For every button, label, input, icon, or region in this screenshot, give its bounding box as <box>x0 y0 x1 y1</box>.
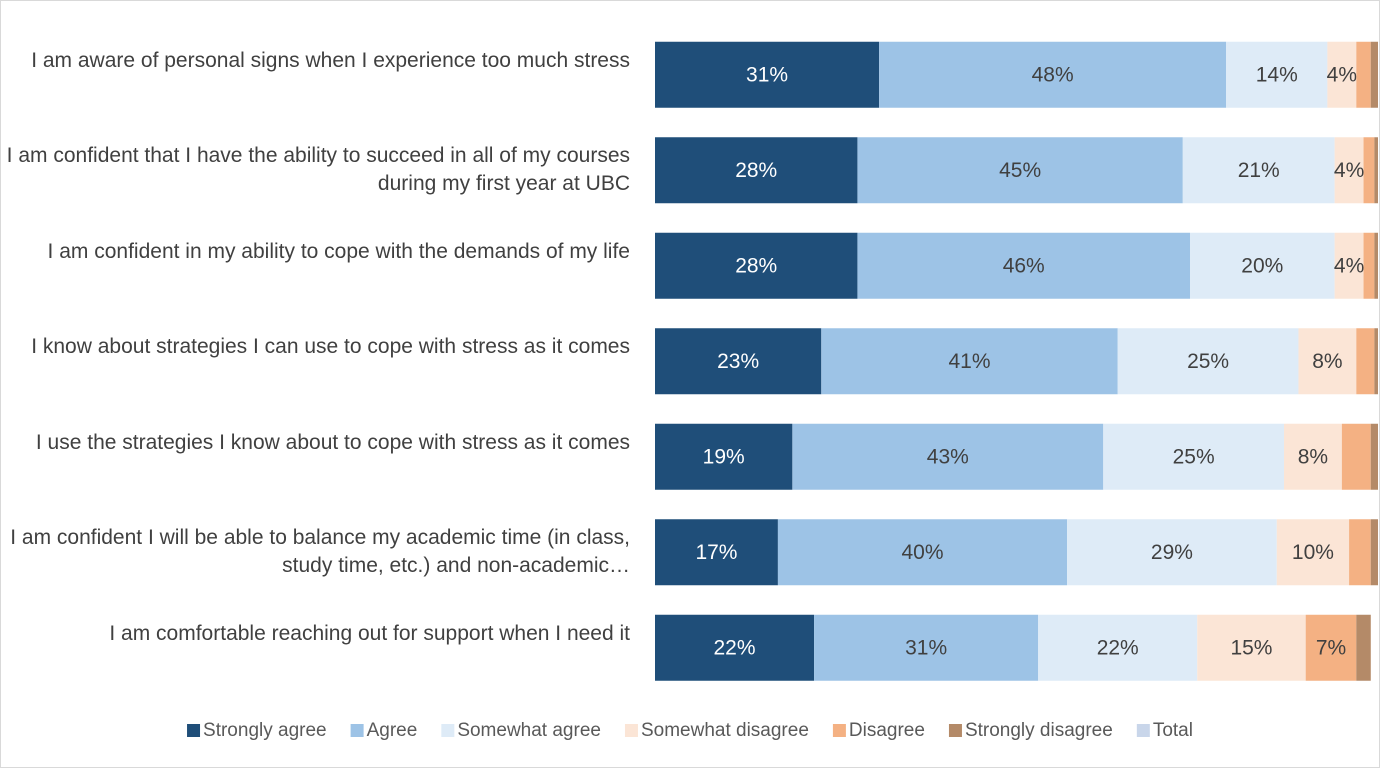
data-label: 4% <box>1327 63 1357 86</box>
data-label: 31% <box>746 63 788 86</box>
data-label: 22% <box>714 636 756 659</box>
data-label: 7% <box>1316 636 1346 659</box>
data-label: 31% <box>905 636 947 659</box>
bar-segment <box>1334 137 1364 204</box>
bar-segment <box>857 232 1191 299</box>
bar-segment <box>1190 232 1335 299</box>
bar-segment <box>1298 328 1357 395</box>
data-label: 15% <box>1230 636 1272 659</box>
bar-segment <box>777 519 1068 586</box>
data-label: 14% <box>1256 63 1298 86</box>
legend-swatch <box>624 724 638 737</box>
legend-swatch <box>350 724 364 737</box>
bar-segment <box>1276 519 1350 586</box>
bar-segment <box>1370 41 1378 108</box>
bar-segment <box>1356 328 1375 395</box>
data-label: 19% <box>703 445 745 468</box>
legend-swatch <box>1136 724 1150 737</box>
bar-segment <box>655 614 815 681</box>
bar-segment <box>1182 137 1335 204</box>
bar-segment <box>655 232 858 299</box>
bar-segment <box>1370 519 1378 586</box>
category-label: I am aware of personal signs when I expe… <box>31 48 630 72</box>
category-label: I am confident that I have the ability t… <box>6 144 630 196</box>
legend-label: Agree <box>367 720 418 741</box>
bar-segment <box>655 328 822 395</box>
data-label: 28% <box>735 159 777 182</box>
bar-segment <box>1374 232 1378 299</box>
bar-segment <box>821 328 1118 395</box>
category-label: I am confident in my ability to cope wit… <box>47 239 630 263</box>
bar-segment <box>814 614 1039 681</box>
data-label: 41% <box>948 350 990 373</box>
data-label: 25% <box>1173 445 1215 468</box>
bar-segment <box>1374 137 1378 204</box>
legend-label: Total <box>1153 720 1193 741</box>
bar-segment <box>1327 41 1357 108</box>
data-label: 25% <box>1187 350 1229 373</box>
bar-segment <box>1349 519 1371 586</box>
data-label: 21% <box>1238 159 1280 182</box>
legend-swatch <box>441 724 455 737</box>
data-label: 48% <box>1032 63 1074 86</box>
category-label: I know about strategies I can use to cop… <box>31 335 630 359</box>
data-label: 45% <box>999 159 1041 182</box>
data-label: 4% <box>1334 254 1364 277</box>
bar-segment <box>1067 519 1277 586</box>
bar-segment <box>857 137 1183 204</box>
bar-segment <box>655 519 778 586</box>
bar-segment <box>1284 423 1342 490</box>
bar-segment <box>1363 232 1375 299</box>
bar-segment <box>1341 423 1371 490</box>
bar-segment <box>1197 614 1306 681</box>
data-label: 28% <box>735 254 777 277</box>
bar-segment <box>1374 328 1378 395</box>
bar-segment <box>1356 614 1371 681</box>
bar-segment <box>879 41 1227 108</box>
data-label: 46% <box>1003 254 1045 277</box>
bar-segment <box>1117 328 1299 395</box>
data-label: 43% <box>927 445 969 468</box>
data-label: 8% <box>1298 445 1328 468</box>
category-label: I am confident I will be able to balance… <box>10 526 630 578</box>
data-label: 8% <box>1312 350 1342 373</box>
bar-segment <box>655 137 858 204</box>
data-label: 4% <box>1334 159 1364 182</box>
bar-segment <box>1226 41 1328 108</box>
legend-swatch <box>187 724 201 737</box>
legend-swatch <box>948 724 962 737</box>
bar-segment <box>655 423 793 490</box>
data-label: 23% <box>717 350 759 373</box>
bar-segment <box>792 423 1104 490</box>
data-label: 40% <box>901 541 943 564</box>
bar-segment <box>1356 41 1371 108</box>
bar-segment <box>1370 423 1378 490</box>
legend-label: Strongly disagree <box>965 720 1113 741</box>
legend-label: Somewhat agree <box>457 720 601 741</box>
category-label: I use the strategies I know about to cop… <box>35 430 630 454</box>
bar-segment <box>1363 137 1375 204</box>
legend-label: Somewhat disagree <box>641 720 809 741</box>
bar-segment <box>655 41 880 108</box>
data-label: 17% <box>695 541 737 564</box>
category-label: I am comfortable reaching out for suppor… <box>109 621 630 645</box>
data-label: 20% <box>1241 254 1283 277</box>
data-label: 29% <box>1151 541 1193 564</box>
legend-swatch <box>832 724 846 737</box>
legend-label: Disagree <box>849 720 925 741</box>
bar-segment <box>1334 232 1364 299</box>
legend-label: Strongly agree <box>203 720 327 741</box>
data-label: 10% <box>1292 541 1334 564</box>
bar-segment <box>1038 614 1198 681</box>
bar-segment <box>1103 423 1285 490</box>
data-label: 22% <box>1097 636 1139 659</box>
bar-segment <box>1305 614 1357 681</box>
